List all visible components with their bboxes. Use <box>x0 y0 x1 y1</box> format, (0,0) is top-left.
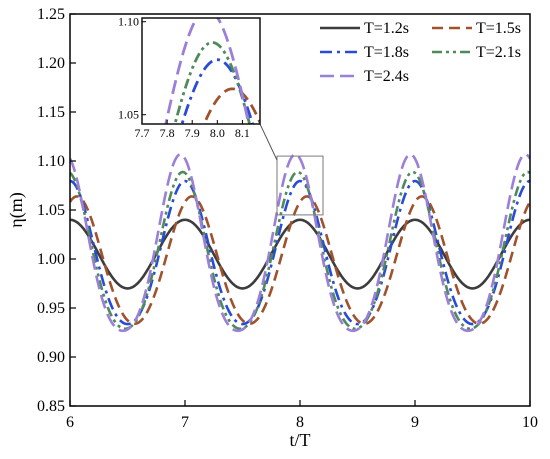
inset-x-tick-label: 7.9 <box>185 126 200 140</box>
y-tick-label: 0.95 <box>37 300 65 317</box>
legend-label-1: T=1.2s <box>364 20 409 37</box>
series-line-4 <box>70 170 530 331</box>
inset-x-tick-label: 8.0 <box>210 126 225 140</box>
x-tick-label: 7 <box>181 414 189 431</box>
inset-x-tick-label: 7.8 <box>160 126 175 140</box>
inset-series-line-5 <box>164 18 251 124</box>
y-tick-label: 1.20 <box>37 55 65 72</box>
inset-x-tick-label: 7.7 <box>135 126 150 140</box>
series-line-2 <box>70 195 530 326</box>
legend-label-3: T=1.8s <box>364 44 409 61</box>
legend: T=1.2s T=1.5s T=1.8s T=2.1s T=2.4s <box>320 20 521 85</box>
y-tick-label: 1.05 <box>37 202 65 219</box>
series-line-1 <box>70 218 530 290</box>
main-plot-lines <box>70 153 530 333</box>
y-tick-label: 1.10 <box>37 153 65 170</box>
legend-label-5: T=2.4s <box>364 68 409 85</box>
y-tick-label: 0.90 <box>37 349 65 366</box>
series-line-5 <box>70 153 530 333</box>
x-tick-label: 10 <box>522 414 538 431</box>
legend-label-4: T=2.1s <box>476 44 521 61</box>
inset-y-tick-label: 1.05 <box>118 108 139 122</box>
series-line-3 <box>70 179 530 326</box>
x-tick-label: 9 <box>411 414 419 431</box>
inset-y-tick-label: 1.10 <box>118 15 139 29</box>
y-tick-label: 1.00 <box>37 251 65 268</box>
y-tick-label: 1.25 <box>37 6 65 23</box>
zoom-region <box>259 123 324 216</box>
x-tick-label: 6 <box>66 414 74 431</box>
plot-frame <box>69 13 531 407</box>
y-tick-label: 1.15 <box>37 104 65 121</box>
x-tick-label: 8 <box>296 414 304 431</box>
axis-ticks: 6 7 8 9 10 0.85 0.90 0.95 1.00 1.05 1.10 1.15 1.20 1.… <box>37 6 538 431</box>
y-tick-label: 0.85 <box>37 398 65 415</box>
inset-x-tick-label: 8.1 <box>235 126 250 140</box>
x-axis-title: t/T <box>290 430 311 450</box>
legend-label-2: T=1.5s <box>476 20 521 37</box>
inset-zoom-plot: 7.7 7.8 7.9 8.0 8.1 1.05 1.10 <box>118 15 261 140</box>
y-axis-title: η(m) <box>6 192 27 227</box>
